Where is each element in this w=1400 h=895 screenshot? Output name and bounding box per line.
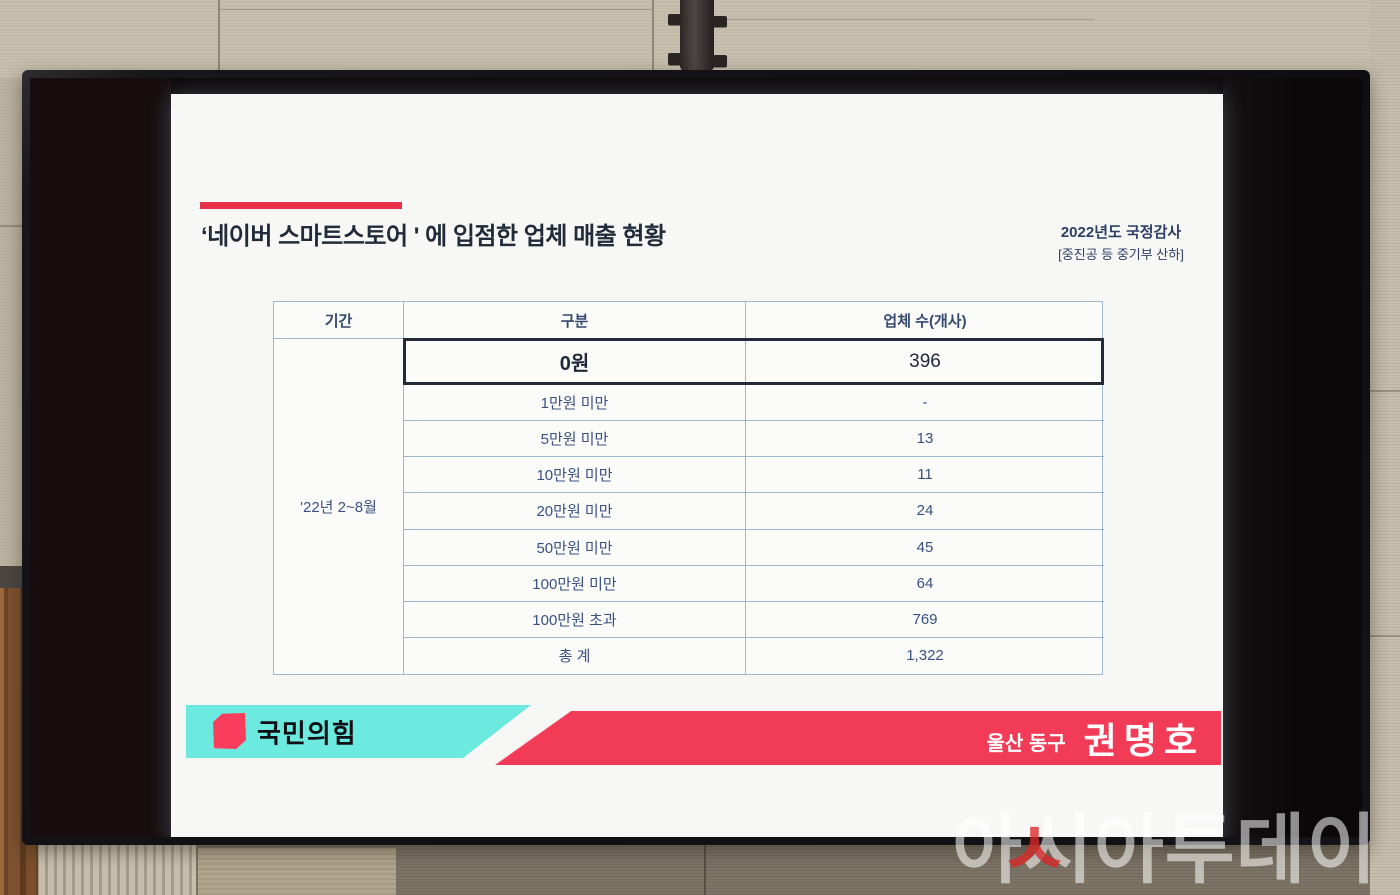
row-label: 20만원 미만 — [404, 493, 746, 530]
wall-seam — [704, 845, 706, 895]
row-label: 1만원 미만 — [404, 385, 746, 422]
row-value: 396 — [746, 339, 1104, 385]
wall-seam — [1370, 635, 1400, 637]
row-value-total: 1,322 — [906, 647, 944, 665]
col-header-category: 구분 — [404, 302, 746, 339]
col-header-period: 기간 — [274, 302, 404, 339]
party-name: 국민의힘 — [257, 718, 357, 748]
mount-bolt — [668, 14, 681, 25]
wall-seam — [0, 225, 23, 227]
row-label: 5만원 미만 — [404, 421, 746, 458]
row-label: 100만원 초과 — [404, 601, 746, 638]
row-label: 10만원 미만 — [404, 457, 746, 494]
sales-table: 기간 구분 업체 수(개사) '22년 2~8월 0원 396 1만원 미만 -… — [273, 301, 1104, 675]
title-accent-bar — [200, 202, 402, 209]
audit-label: 2022년도 국정감사 [중진공 등 중기부 산하] — [1023, 221, 1219, 263]
row-label: 100만원 미만 — [404, 565, 746, 602]
wall-seam — [652, 0, 654, 78]
member-banner: 울산 동구 권명호 — [495, 711, 1221, 765]
wall-left — [0, 78, 23, 570]
wall-seam — [1370, 390, 1400, 392]
mount-bolt — [713, 55, 727, 67]
wall-seam — [714, 19, 1094, 20]
screen-black-margin-right — [1223, 78, 1362, 837]
row-value: 769 — [746, 602, 1104, 638]
row-value: - — [746, 385, 1104, 422]
row-label: 0원 — [404, 339, 746, 385]
tv-bezel: ‘네이버 스마트스토어 ' 에 입점한 업체 매출 현황 2022년도 국정감사… — [22, 70, 1370, 845]
watermark-accent: ㅅ — [999, 808, 1071, 893]
period-cell: '22년 2~8월 — [274, 339, 404, 674]
tv-screen: ‘네이버 스마트스토어 ' 에 입점한 업체 매출 현황 2022년도 국정감사… — [30, 78, 1362, 837]
audit-year-label: 2022년도 국정감사 — [1060, 224, 1182, 241]
member-name: 권명호 — [1083, 720, 1204, 761]
audit-agency-label: [중진공 등 중기부 산하] — [1058, 247, 1184, 262]
wall-panel-light — [198, 848, 396, 895]
screen-black-margin-left — [30, 78, 171, 837]
mount-bolt — [713, 16, 727, 27]
row-value: 24 — [746, 493, 1104, 530]
row-label: 50만원 미만 — [404, 529, 746, 566]
watermark-text: 아시아투데이 — [952, 808, 1378, 893]
row-value: 13 — [746, 421, 1104, 458]
press-watermark: 아시아투데이 ㅅ — [952, 788, 1378, 895]
row-value: 11 — [746, 457, 1104, 494]
row-label-total: 총 계 — [404, 637, 746, 674]
district-label: 울산 동구 — [986, 732, 1066, 755]
tv-mount-pole — [680, 0, 714, 74]
row-value: 64 — [746, 566, 1104, 602]
col-header-count: 업체 수(개사) — [746, 302, 1104, 339]
party-logo-icon — [213, 713, 246, 749]
party-banner: 국민의힘 — [186, 705, 531, 758]
slide-title: ‘네이버 스마트스토어 ' 에 입점한 업체 매출 현황 — [201, 223, 666, 250]
wall-seam — [218, 9, 652, 10]
mount-bolt — [668, 53, 681, 65]
wall-seam — [218, 0, 220, 78]
row-value: 45 — [746, 530, 1104, 566]
presentation-slide: ‘네이버 스마트스토어 ' 에 입점한 업체 매출 현황 2022년도 국정감사… — [171, 94, 1223, 837]
wall-right — [1370, 0, 1400, 895]
wood-panel-bottom — [36, 843, 196, 895]
